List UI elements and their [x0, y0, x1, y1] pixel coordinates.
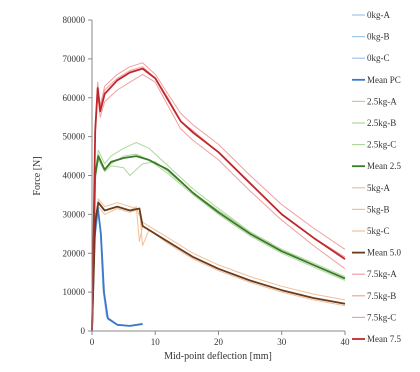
y-tick-label: 60000: [63, 93, 86, 103]
y-axis-title: Force [N]: [32, 156, 43, 195]
series-line-7-5kg-c: [91, 62, 346, 332]
legend-label: 7.5kg-B: [367, 291, 396, 301]
y-tick-label: 70000: [63, 54, 86, 64]
series-line-5kg-a: [91, 200, 346, 332]
series-line-2-5kg-c: [91, 142, 346, 332]
legend-label: 0kg-C: [367, 53, 390, 63]
x-tick-label: 20: [214, 337, 224, 347]
series-line-mean-7-5: [91, 67, 346, 332]
plot-series: [91, 62, 346, 332]
y-tick-label: 80000: [63, 15, 86, 25]
legend: 0kg-A 0kg-B 0kg-C Mean PC 2.5kg-A 2.5kg-B 2.5k…: [352, 10, 401, 344]
y-tick-label: 20000: [63, 248, 86, 258]
legend-label: Mean 2.5: [367, 161, 401, 171]
x-tick-label: 10: [151, 337, 161, 347]
series-line-2-5kg-b: [91, 159, 346, 332]
legend-label: 5kg-C: [367, 226, 390, 236]
legend-label: 7.5kg-A: [367, 269, 397, 279]
x-tick-label: 40: [341, 337, 351, 347]
series-line-mean-2-5: [91, 155, 346, 332]
x-tick-labels: 0 10 20 30 40: [90, 331, 350, 347]
x-axis-title: Mid-point deflection [mm]: [164, 351, 272, 362]
y-tick-label: 0: [81, 326, 86, 336]
legend-label: Mean PC: [367, 75, 401, 85]
legend-label: Mean 5.0: [367, 248, 401, 258]
series-line-5kg-b: [91, 206, 346, 332]
series-line-mean-pc: [91, 205, 143, 332]
legend-label: Mean 7.5: [367, 334, 401, 344]
legend-label: 0kg-A: [367, 10, 390, 20]
legend-label: 7.5kg-C: [367, 312, 396, 322]
y-tick-label: 50000: [63, 132, 86, 142]
legend-label: 2.5kg-C: [367, 140, 396, 150]
legend-label: 0kg-B: [367, 32, 390, 42]
legend-label: 5kg-B: [367, 204, 390, 214]
legend-label: 5kg-A: [367, 183, 390, 193]
x-tick-label: 30: [277, 337, 287, 347]
y-tick-label: 30000: [63, 209, 86, 219]
legend-label: 2.5kg-A: [367, 96, 397, 106]
x-tick-label: 0: [90, 337, 95, 347]
series-line-mean-5-0: [91, 201, 346, 332]
y-tick-label: 10000: [63, 287, 86, 297]
legend-label: 2.5kg-B: [367, 118, 396, 128]
series-line-2-5kg-a: [91, 153, 346, 332]
series-line-7-5kg-a: [91, 66, 346, 332]
series-line-5kg-c: [91, 198, 346, 332]
y-tick-labels: 0 10000 20000 30000 40000 50000 60000 70000 8000…: [63, 15, 92, 336]
y-tick-label: 40000: [63, 171, 86, 181]
